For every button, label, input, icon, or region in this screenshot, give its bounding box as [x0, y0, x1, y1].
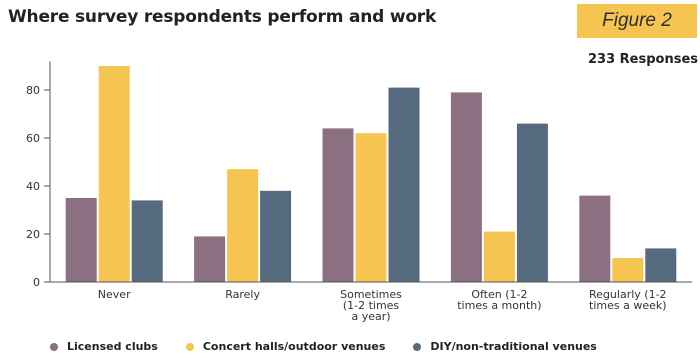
y-axis: 0 20 40 60 80 [26, 61, 51, 289]
bars-group [65, 66, 677, 283]
chart-title: Where survey respondents perform and wor… [8, 7, 437, 27]
bar-licensed-clubs-rarely [194, 236, 226, 282]
bar-licensed-clubs-often-1-2 [450, 92, 482, 283]
x-tick-label: Sometimes (1-2 times a year) [340, 288, 402, 323]
legend-item-concert-halls: Concert halls/outdoor venues [185, 340, 386, 353]
responses-count: 233 Responses [587, 52, 698, 67]
x-tick-label: Often (1-2 times a month) [457, 288, 541, 312]
bar-diy-non-traditional-venues-regularly-1-2 [645, 248, 677, 282]
bar-licensed-clubs-regularly-1-2 [579, 195, 611, 282]
y-tick-label: 40 [26, 180, 40, 193]
bar-concert-halls-outdoor-venues-never [98, 66, 130, 282]
y-tick-label: 0 [33, 276, 40, 289]
bar-licensed-clubs-sometimes [322, 128, 354, 282]
bar-licensed-clubs-never [65, 198, 97, 282]
y-tick-label: 20 [26, 228, 40, 241]
legend-dot-icon [185, 342, 194, 351]
legend-dot-icon [413, 342, 422, 351]
legend-label: DIY/non-traditional venues [430, 340, 597, 353]
x-tick-label: Regularly (1-2 times a week) [589, 288, 667, 312]
bar-diy-non-traditional-venues-never [131, 200, 163, 282]
bar-diy-non-traditional-venues-sometimes [388, 87, 420, 282]
legend-item-licensed-clubs: Licensed clubs [50, 340, 158, 353]
figure-label-badge: Figure 2 [577, 4, 697, 38]
bar-diy-non-traditional-venues-rarely [260, 190, 292, 282]
bar-concert-halls-outdoor-venues-often-1-2 [483, 231, 515, 282]
legend-item-diy-venues: DIY/non-traditional venues [413, 340, 597, 353]
y-tick-label: 80 [26, 84, 40, 97]
bar-concert-halls-outdoor-venues-rarely [227, 169, 259, 282]
x-tick-label: Never [98, 288, 131, 301]
bar-concert-halls-outdoor-venues-sometimes [355, 133, 387, 282]
bar-concert-halls-outdoor-venues-regularly-1-2 [612, 258, 644, 282]
legend-label: Licensed clubs [67, 340, 158, 353]
x-tick-label: Rarely [225, 288, 260, 301]
y-tick-label: 60 [26, 132, 40, 145]
legend-label: Concert halls/outdoor venues [202, 340, 386, 353]
legend: Licensed clubs Concert halls/outdoor ven… [50, 340, 625, 353]
bar-chart: 0 20 40 60 80 Never Rarely Sometimes (1-2 times… [26, 61, 692, 323]
x-axis: Never Rarely Sometimes (1-2 times a year) Oft… [50, 281, 692, 323]
legend-dot-icon [50, 342, 58, 351]
bar-diy-non-traditional-venues-often-1-2 [516, 123, 548, 282]
